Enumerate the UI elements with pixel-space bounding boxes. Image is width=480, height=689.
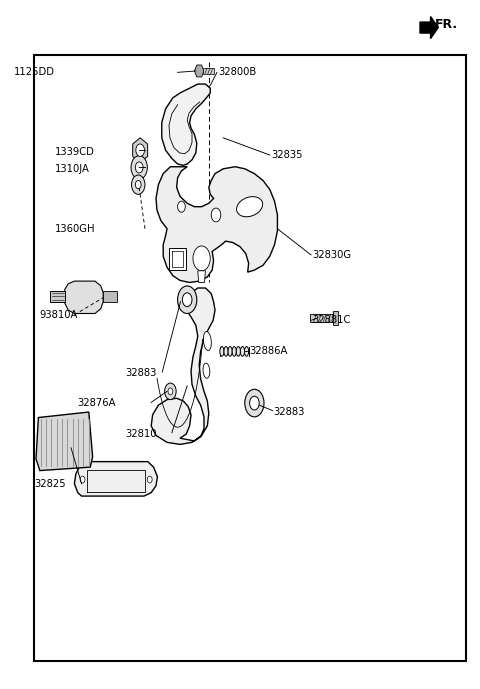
- Polygon shape: [156, 167, 277, 282]
- Text: 1125DD: 1125DD: [14, 68, 55, 77]
- Ellipse shape: [232, 347, 236, 356]
- Text: 1360GH: 1360GH: [55, 224, 96, 234]
- Text: 32886A: 32886A: [250, 347, 288, 356]
- Circle shape: [165, 383, 176, 400]
- Ellipse shape: [244, 347, 249, 356]
- Circle shape: [147, 476, 152, 483]
- Circle shape: [168, 388, 173, 395]
- Polygon shape: [169, 248, 186, 270]
- Ellipse shape: [240, 347, 244, 356]
- Ellipse shape: [204, 331, 211, 351]
- Text: 32825: 32825: [35, 479, 66, 489]
- Circle shape: [131, 156, 147, 179]
- Circle shape: [211, 208, 221, 222]
- Circle shape: [80, 476, 85, 483]
- Polygon shape: [194, 65, 204, 77]
- Circle shape: [193, 246, 210, 271]
- Text: 32835: 32835: [271, 150, 303, 160]
- Circle shape: [182, 293, 192, 307]
- Bar: [34, 55, 466, 661]
- Bar: [203, 68, 214, 74]
- Ellipse shape: [237, 196, 263, 217]
- Text: FR.: FR.: [435, 18, 458, 30]
- Ellipse shape: [228, 347, 232, 356]
- Polygon shape: [420, 17, 438, 39]
- Text: 32800B: 32800B: [218, 68, 257, 77]
- Text: 32876A: 32876A: [77, 398, 115, 408]
- Circle shape: [178, 201, 185, 212]
- Polygon shape: [65, 281, 103, 313]
- Circle shape: [132, 175, 145, 194]
- Polygon shape: [198, 271, 205, 282]
- Circle shape: [178, 286, 197, 313]
- Circle shape: [135, 181, 141, 189]
- Polygon shape: [50, 291, 65, 302]
- Text: 32810: 32810: [126, 429, 157, 439]
- Polygon shape: [132, 138, 148, 163]
- Text: 1310JA: 1310JA: [55, 164, 90, 174]
- Circle shape: [136, 144, 144, 156]
- Text: 32883: 32883: [274, 407, 305, 417]
- Bar: [310, 314, 337, 322]
- Circle shape: [135, 162, 143, 173]
- Text: 1339CD: 1339CD: [55, 147, 95, 156]
- Ellipse shape: [203, 363, 210, 378]
- Text: 32881C: 32881C: [312, 316, 350, 325]
- Polygon shape: [36, 412, 93, 471]
- Ellipse shape: [236, 347, 240, 356]
- Polygon shape: [74, 462, 157, 496]
- Ellipse shape: [220, 347, 224, 356]
- Bar: [333, 311, 338, 325]
- Bar: [103, 291, 117, 302]
- Text: 93810A: 93810A: [39, 310, 78, 320]
- Ellipse shape: [224, 347, 228, 356]
- Text: 32830G: 32830G: [312, 250, 351, 260]
- Circle shape: [250, 396, 259, 410]
- Polygon shape: [151, 288, 215, 444]
- Circle shape: [245, 389, 264, 417]
- Text: 32883: 32883: [126, 369, 157, 378]
- Polygon shape: [162, 84, 210, 165]
